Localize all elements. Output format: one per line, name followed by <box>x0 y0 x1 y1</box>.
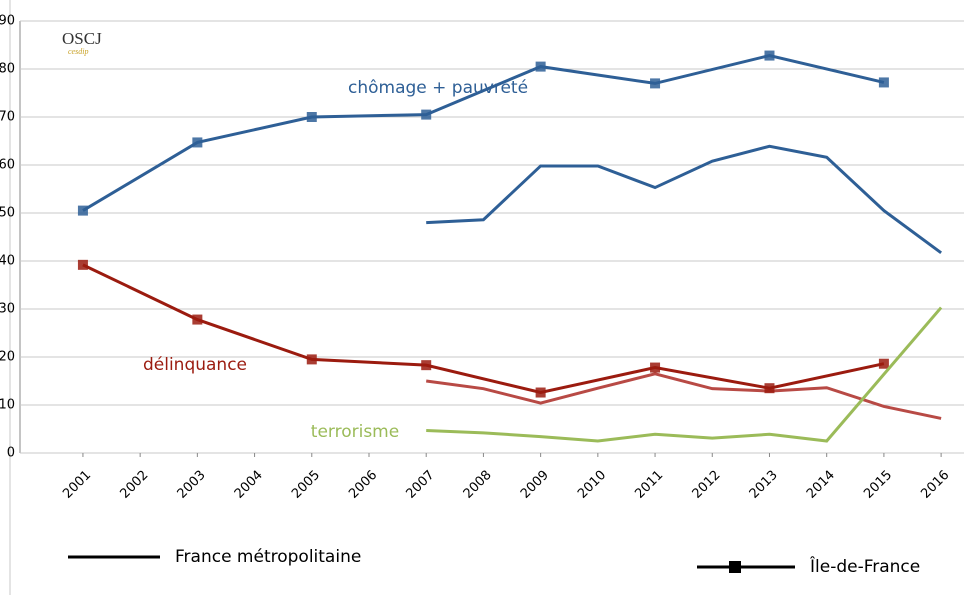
y-tick-label: 0 <box>7 446 15 461</box>
legend-label: Île-de-France <box>809 555 920 577</box>
line-france <box>426 306 943 443</box>
x-tick-label: 2010 <box>575 468 609 502</box>
x-tick-label: 2004 <box>232 468 266 502</box>
marker <box>192 314 203 325</box>
x-tick-label: 2001 <box>60 468 94 502</box>
x-tick-label: 2011 <box>632 468 666 502</box>
line-ile-de-france <box>82 263 885 395</box>
y-tick-label: 40 <box>0 254 15 269</box>
legend-label: France métropolitaine <box>175 547 361 567</box>
marker <box>650 78 661 89</box>
x-tick-label: 2003 <box>175 468 209 502</box>
marker <box>421 360 432 371</box>
marker <box>77 205 88 216</box>
logo: OSCJ <box>62 29 102 48</box>
y-tick-label: 20 <box>0 350 15 365</box>
x-tick-label: 2015 <box>861 468 895 502</box>
marker <box>306 112 317 122</box>
x-tick-label: 2002 <box>117 468 151 502</box>
line-france <box>426 372 942 420</box>
series-label: délinquance <box>143 355 247 375</box>
y-tick-label: 80 <box>0 62 15 77</box>
marker <box>192 137 203 148</box>
y-tick-label: 30 <box>0 302 15 317</box>
x-tick-label: 2013 <box>747 468 781 502</box>
marker <box>535 61 546 72</box>
line-ile-de-france <box>82 54 885 212</box>
marker <box>878 77 889 88</box>
marker <box>764 50 775 61</box>
x-tick-label: 2014 <box>804 468 838 502</box>
marker <box>764 383 775 394</box>
series-label: chômage + pauvreté <box>348 78 528 98</box>
x-tick-label: 2009 <box>518 468 552 502</box>
marker <box>306 354 317 365</box>
y-tick-label: 60 <box>0 158 15 173</box>
y-tick-label: 50 <box>0 206 15 221</box>
x-tick-label: 2005 <box>289 468 323 502</box>
y-tick-label: 10 <box>0 398 15 413</box>
y-tick-label: 70 <box>0 110 15 125</box>
legend-marker <box>729 561 741 573</box>
x-tick-label: 2016 <box>918 468 952 502</box>
x-tick-label: 2007 <box>404 468 438 502</box>
marker <box>650 362 661 373</box>
series-label: terrorisme <box>311 422 399 442</box>
y-tick-label: 90 <box>0 14 15 29</box>
marker <box>535 387 546 398</box>
x-tick-label: 2012 <box>690 468 724 502</box>
marker <box>421 109 432 120</box>
x-tick-label: 2006 <box>346 468 380 502</box>
marker <box>878 358 889 369</box>
x-tick-label: 2008 <box>461 468 495 502</box>
marker <box>77 259 88 270</box>
line-france <box>426 144 943 255</box>
logo-sub: cesdip <box>68 47 88 56</box>
